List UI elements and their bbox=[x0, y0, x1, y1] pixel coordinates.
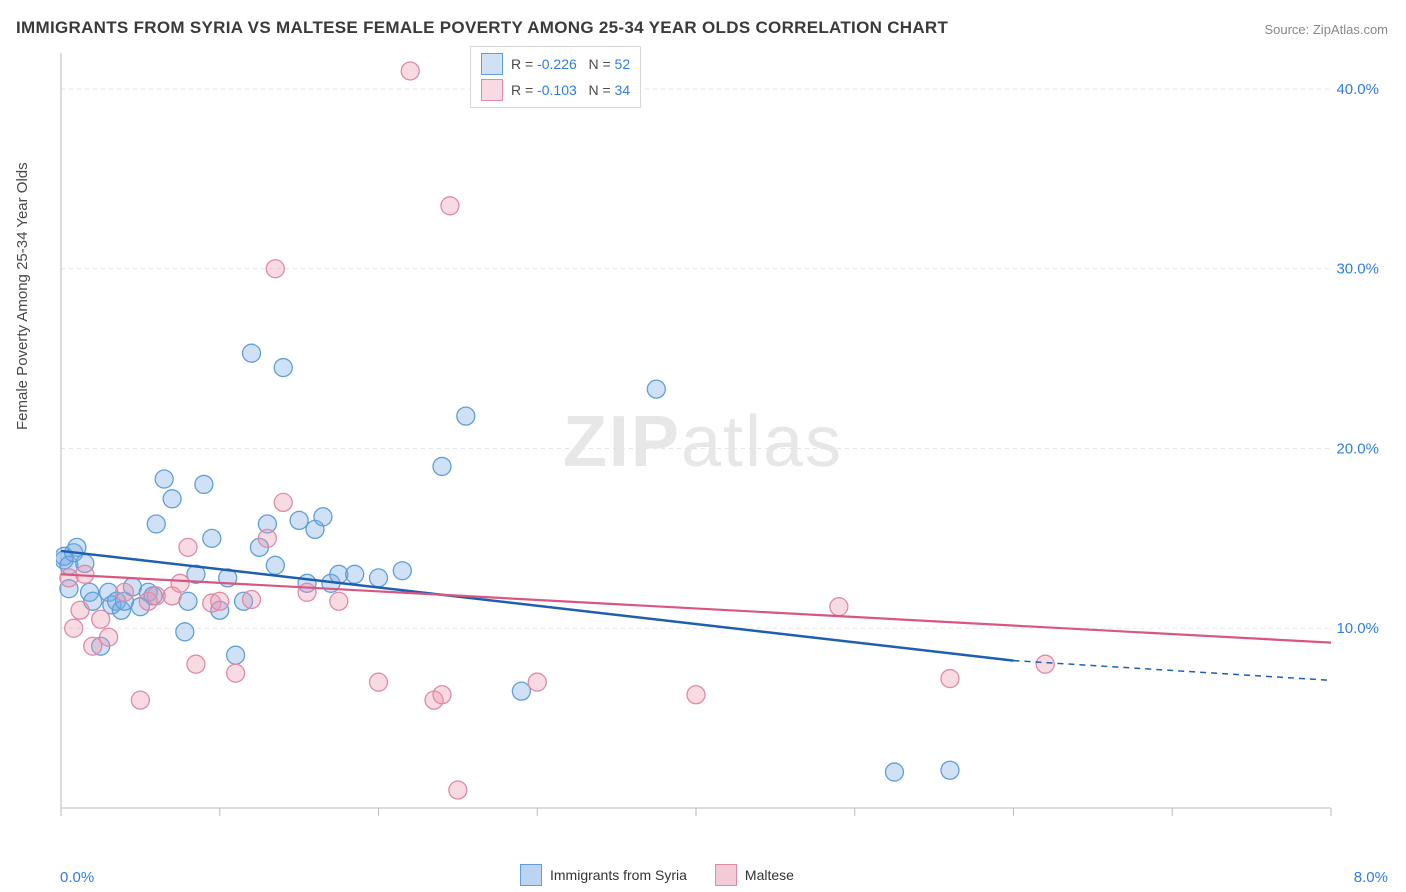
legend-swatch-1 bbox=[481, 79, 503, 101]
legend-label-0: Immigrants from Syria bbox=[550, 867, 687, 883]
x-axis-min-label: 0.0% bbox=[60, 869, 94, 886]
legend-swatch-0 bbox=[481, 53, 503, 75]
source-attribution: Source: ZipAtlas.com bbox=[1264, 22, 1388, 37]
r-stat-0: R = -0.226 N = 52 bbox=[511, 56, 630, 72]
correlation-legend: R = -0.226 N = 52 R = -0.103 N = 34 bbox=[470, 46, 641, 108]
y-axis-label: Female Poverty Among 25-34 Year Olds bbox=[14, 162, 31, 430]
legend-row-series-1: R = -0.103 N = 34 bbox=[481, 77, 630, 103]
legend-swatch-b1 bbox=[715, 864, 737, 886]
x-axis-max-label: 8.0% bbox=[1354, 869, 1388, 886]
scatter-chart: 10.0% 20.0% 30.0% 40.0% bbox=[56, 48, 1386, 848]
legend-label-1: Maltese bbox=[745, 867, 794, 883]
chart-title: IMMIGRANTS FROM SYRIA VS MALTESE FEMALE … bbox=[16, 18, 948, 38]
legend-item-1: Maltese bbox=[715, 864, 794, 886]
r-stat-1: R = -0.103 N = 34 bbox=[511, 82, 630, 98]
legend-item-0: Immigrants from Syria bbox=[520, 864, 687, 886]
svg-text:40.0%: 40.0% bbox=[1336, 81, 1379, 98]
svg-text:10.0%: 10.0% bbox=[1336, 620, 1379, 637]
legend-swatch-b0 bbox=[520, 864, 542, 886]
legend-row-series-0: R = -0.226 N = 52 bbox=[481, 51, 630, 77]
svg-text:30.0%: 30.0% bbox=[1336, 261, 1379, 278]
series-legend: Immigrants from Syria Maltese bbox=[520, 864, 794, 886]
chart-svg: 10.0% 20.0% 30.0% 40.0% bbox=[56, 48, 1386, 848]
svg-text:20.0%: 20.0% bbox=[1336, 440, 1379, 457]
